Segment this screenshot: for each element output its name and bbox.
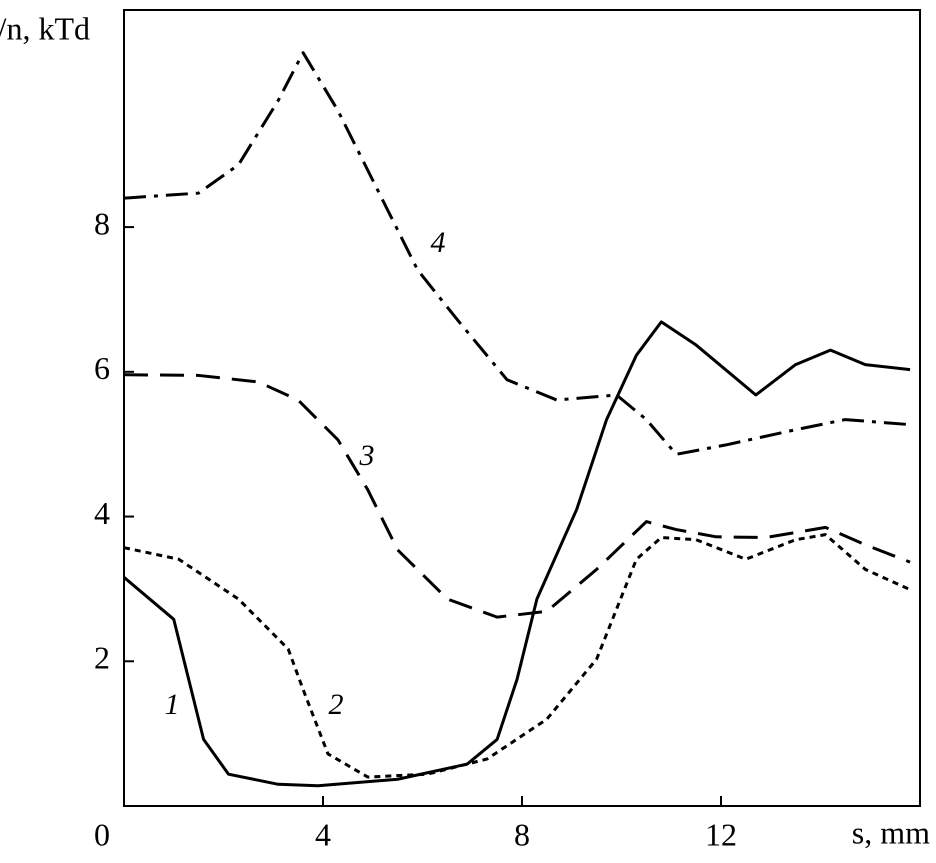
series-line [123,51,911,456]
y-axis-label: E/n, kTd [0,10,90,46]
curve-label: 2 [329,688,344,721]
y-tick-label: 8 [94,205,110,241]
x-axis-label: s, mm [852,814,930,850]
curve-label: 4 [431,226,446,259]
series-line [123,320,911,788]
x-tick-label: 0 [94,816,110,852]
curve-label: 3 [359,439,375,472]
x-tick-label: 12 [705,816,737,852]
plot-frame [123,9,921,807]
x-tick-label: 8 [514,816,530,852]
series-line [123,373,911,619]
y-tick-label: 6 [94,350,110,386]
y-tick-label: 4 [94,495,110,531]
series-line [123,533,911,779]
curve-label: 1 [165,688,180,721]
x-tick-label: 4 [315,816,331,852]
y-tick-label: 2 [94,640,110,676]
